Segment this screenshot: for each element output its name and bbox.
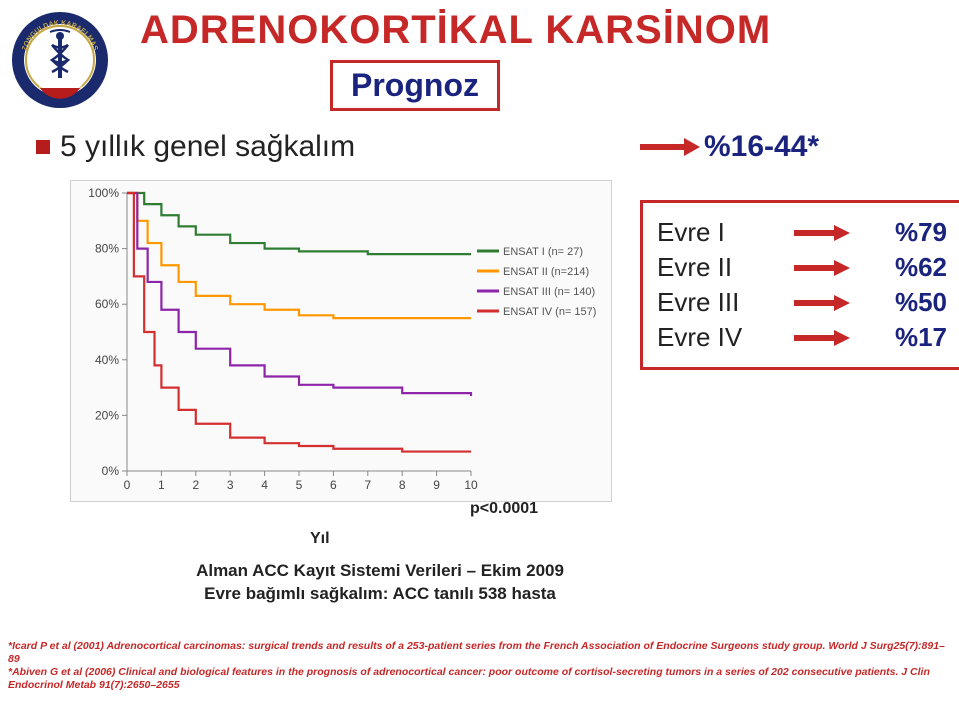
bullet-text: 5 yıllık genel sağkalım [60, 130, 355, 164]
stage-row: Evre III %50 [657, 287, 947, 318]
stage-label: Evre III [657, 287, 757, 318]
svg-text:5: 5 [296, 478, 303, 492]
stage-pct: %79 [887, 217, 947, 248]
svg-text:60%: 60% [95, 297, 119, 311]
svg-text:40%: 40% [95, 353, 119, 367]
svg-text:4: 4 [261, 478, 268, 492]
arrow-icon [792, 259, 852, 277]
stage-label: Evre IV [657, 322, 757, 353]
svg-text:TIP FAKÜLTESİ: TIP FAKÜLTESİ [38, 83, 82, 90]
chart-caption: Alman ACC Kayıt Sistemi Verileri – Ekim … [130, 560, 630, 606]
stage-row: Evre I %79 [657, 217, 947, 248]
svg-text:6: 6 [330, 478, 337, 492]
svg-text:7: 7 [364, 478, 371, 492]
svg-text:10: 10 [464, 478, 478, 492]
slide-title: ADRENOKORTİKAL KARSİNOM [140, 8, 771, 53]
arrow-icon [792, 224, 852, 242]
svg-text:20%: 20% [95, 408, 119, 422]
main-percentage: %16-44* [640, 130, 819, 164]
svg-text:3: 3 [227, 478, 234, 492]
stage-pct: %50 [887, 287, 947, 318]
stage-label: Evre II [657, 252, 757, 283]
stage-pct: %17 [887, 322, 947, 353]
references: *Icard P et al (2001) Adrenocortical car… [8, 640, 951, 693]
arrow-icon [792, 329, 852, 347]
svg-text:1: 1 [158, 478, 165, 492]
university-logo: ZONGULDAK KARAELMAS TIP FAKÜLTESİ [10, 10, 110, 110]
arrow-icon [640, 136, 700, 158]
stage-box: Evre I %79 Evre II %62 Evre III %50 Evre IV %17 [640, 200, 959, 370]
arrow-icon [792, 294, 852, 312]
stage-pct: %62 [887, 252, 947, 283]
svg-text:0%: 0% [102, 464, 120, 478]
svg-text:0: 0 [124, 478, 131, 492]
svg-text:ENSAT II (n=214): ENSAT II (n=214) [503, 266, 589, 278]
svg-text:ENSAT III (n= 140): ENSAT III (n= 140) [503, 286, 595, 298]
x-axis-label: Yıl [310, 530, 330, 548]
svg-text:ENSAT IV (n= 157): ENSAT IV (n= 157) [503, 306, 596, 318]
svg-text:2: 2 [192, 478, 199, 492]
svg-text:9: 9 [433, 478, 440, 492]
p-value: p<0.0001 [470, 500, 538, 518]
stage-row: Evre IV %17 [657, 322, 947, 353]
svg-text:80%: 80% [95, 242, 119, 256]
svg-text:8: 8 [399, 478, 406, 492]
stage-row: Evre II %62 [657, 252, 947, 283]
svg-text:ENSAT I (n= 27): ENSAT I (n= 27) [503, 246, 583, 258]
bullet-square-icon [36, 140, 50, 154]
svg-text:100%: 100% [88, 186, 119, 200]
subtitle-box: Prognoz [330, 60, 500, 111]
slide-container: ZONGULDAK KARAELMAS TIP FAKÜLTESİ ADRENO… [0, 0, 959, 718]
bullet-row: 5 yıllık genel sağkalım [36, 130, 355, 164]
survival-chart: 0% 20% 40% 60% 80% 100% 0 1 2 3 4 5 6 7 8 9 10 ENSAT I (n… [70, 180, 612, 502]
stage-label: Evre I [657, 217, 757, 248]
